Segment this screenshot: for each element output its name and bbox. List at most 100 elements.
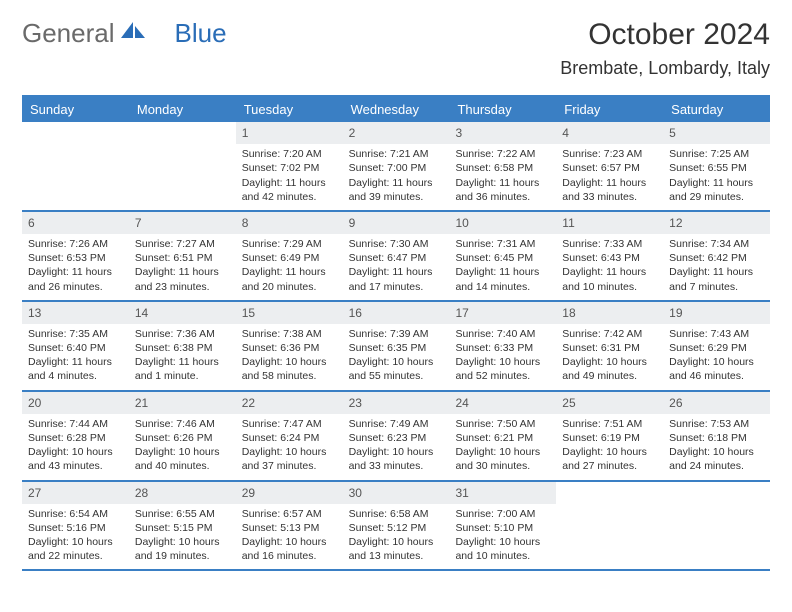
day-number: 22 xyxy=(236,392,343,414)
cell-body: Sunrise: 7:36 AMSunset: 6:38 PMDaylight:… xyxy=(129,324,236,390)
sunset-text: Sunset: 6:53 PM xyxy=(28,251,123,265)
calendar-cell: 12Sunrise: 7:34 AMSunset: 6:42 PMDayligh… xyxy=(663,212,770,300)
daylight-text: Daylight: 11 hours and 14 minutes. xyxy=(455,265,550,293)
calendar-cell: 19Sunrise: 7:43 AMSunset: 6:29 PMDayligh… xyxy=(663,302,770,390)
sunrise-text: Sunrise: 7:25 AM xyxy=(669,147,764,161)
calendar-cell: 7Sunrise: 7:27 AMSunset: 6:51 PMDaylight… xyxy=(129,212,236,300)
calendar-cell: 5Sunrise: 7:25 AMSunset: 6:55 PMDaylight… xyxy=(663,122,770,210)
weeks-container: ....1Sunrise: 7:20 AMSunset: 7:02 PMDayl… xyxy=(22,122,770,571)
cell-body: Sunrise: 7:49 AMSunset: 6:23 PMDaylight:… xyxy=(343,414,450,480)
sunset-text: Sunset: 5:12 PM xyxy=(349,521,444,535)
calendar-cell: 13Sunrise: 7:35 AMSunset: 6:40 PMDayligh… xyxy=(22,302,129,390)
sunrise-text: Sunrise: 7:00 AM xyxy=(455,507,550,521)
sunrise-text: Sunrise: 7:27 AM xyxy=(135,237,230,251)
sunset-text: Sunset: 6:28 PM xyxy=(28,431,123,445)
daylight-text: Daylight: 10 hours and 19 minutes. xyxy=(135,535,230,563)
daylight-text: Daylight: 11 hours and 17 minutes. xyxy=(349,265,444,293)
sunset-text: Sunset: 6:21 PM xyxy=(455,431,550,445)
sunset-text: Sunset: 6:57 PM xyxy=(562,161,657,175)
calendar-cell: 29Sunrise: 6:57 AMSunset: 5:13 PMDayligh… xyxy=(236,482,343,570)
sunrise-text: Sunrise: 6:55 AM xyxy=(135,507,230,521)
week-row: 20Sunrise: 7:44 AMSunset: 6:28 PMDayligh… xyxy=(22,392,770,482)
sunrise-text: Sunrise: 7:31 AM xyxy=(455,237,550,251)
sunset-text: Sunset: 6:29 PM xyxy=(669,341,764,355)
title-block: October 2024 Brembate, Lombardy, Italy xyxy=(560,18,770,79)
day-number: 2 xyxy=(343,122,450,144)
calendar-cell: 10Sunrise: 7:31 AMSunset: 6:45 PMDayligh… xyxy=(449,212,556,300)
calendar-cell: .. xyxy=(556,482,663,570)
sunrise-text: Sunrise: 7:50 AM xyxy=(455,417,550,431)
sunrise-text: Sunrise: 7:47 AM xyxy=(242,417,337,431)
calendar-cell: 16Sunrise: 7:39 AMSunset: 6:35 PMDayligh… xyxy=(343,302,450,390)
sunset-text: Sunset: 6:18 PM xyxy=(669,431,764,445)
daylight-text: Daylight: 10 hours and 13 minutes. xyxy=(349,535,444,563)
sail-icon xyxy=(119,18,147,49)
day-number: 4 xyxy=(556,122,663,144)
sunset-text: Sunset: 6:33 PM xyxy=(455,341,550,355)
cell-body: Sunrise: 7:43 AMSunset: 6:29 PMDaylight:… xyxy=(663,324,770,390)
calendar: Sunday Monday Tuesday Wednesday Thursday… xyxy=(22,95,770,571)
sunrise-text: Sunrise: 6:54 AM xyxy=(28,507,123,521)
daylight-text: Daylight: 10 hours and 10 minutes. xyxy=(455,535,550,563)
sunrise-text: Sunrise: 7:34 AM xyxy=(669,237,764,251)
daylight-text: Daylight: 10 hours and 49 minutes. xyxy=(562,355,657,383)
daylight-text: Daylight: 10 hours and 16 minutes. xyxy=(242,535,337,563)
calendar-cell: 4Sunrise: 7:23 AMSunset: 6:57 PMDaylight… xyxy=(556,122,663,210)
sunset-text: Sunset: 6:19 PM xyxy=(562,431,657,445)
cell-body: Sunrise: 7:38 AMSunset: 6:36 PMDaylight:… xyxy=(236,324,343,390)
sunrise-text: Sunrise: 7:43 AM xyxy=(669,327,764,341)
calendar-cell: 25Sunrise: 7:51 AMSunset: 6:19 PMDayligh… xyxy=(556,392,663,480)
cell-body: Sunrise: 7:00 AMSunset: 5:10 PMDaylight:… xyxy=(449,504,556,570)
sunset-text: Sunset: 6:47 PM xyxy=(349,251,444,265)
cell-body: Sunrise: 7:46 AMSunset: 6:26 PMDaylight:… xyxy=(129,414,236,480)
sunset-text: Sunset: 6:38 PM xyxy=(135,341,230,355)
calendar-cell: 6Sunrise: 7:26 AMSunset: 6:53 PMDaylight… xyxy=(22,212,129,300)
sunrise-text: Sunrise: 7:39 AM xyxy=(349,327,444,341)
daylight-text: Daylight: 10 hours and 55 minutes. xyxy=(349,355,444,383)
cell-body: Sunrise: 7:40 AMSunset: 6:33 PMDaylight:… xyxy=(449,324,556,390)
calendar-cell: 24Sunrise: 7:50 AMSunset: 6:21 PMDayligh… xyxy=(449,392,556,480)
calendar-cell: 26Sunrise: 7:53 AMSunset: 6:18 PMDayligh… xyxy=(663,392,770,480)
day-number: 8 xyxy=(236,212,343,234)
sunset-text: Sunset: 6:45 PM xyxy=(455,251,550,265)
daylight-text: Daylight: 10 hours and 33 minutes. xyxy=(349,445,444,473)
day-number: 7 xyxy=(129,212,236,234)
sunrise-text: Sunrise: 6:58 AM xyxy=(349,507,444,521)
cell-body: Sunrise: 7:35 AMSunset: 6:40 PMDaylight:… xyxy=(22,324,129,390)
sunrise-text: Sunrise: 7:26 AM xyxy=(28,237,123,251)
sunrise-text: Sunrise: 7:36 AM xyxy=(135,327,230,341)
calendar-cell: 28Sunrise: 6:55 AMSunset: 5:15 PMDayligh… xyxy=(129,482,236,570)
cell-body: Sunrise: 6:54 AMSunset: 5:16 PMDaylight:… xyxy=(22,504,129,570)
cell-body: Sunrise: 7:20 AMSunset: 7:02 PMDaylight:… xyxy=(236,144,343,210)
sunset-text: Sunset: 6:35 PM xyxy=(349,341,444,355)
calendar-cell: 21Sunrise: 7:46 AMSunset: 6:26 PMDayligh… xyxy=(129,392,236,480)
calendar-cell: .. xyxy=(129,122,236,210)
cell-body: Sunrise: 7:21 AMSunset: 7:00 PMDaylight:… xyxy=(343,144,450,210)
sunset-text: Sunset: 6:49 PM xyxy=(242,251,337,265)
cell-body: Sunrise: 7:34 AMSunset: 6:42 PMDaylight:… xyxy=(663,234,770,300)
sunset-text: Sunset: 6:55 PM xyxy=(669,161,764,175)
day-number: 20 xyxy=(22,392,129,414)
sunset-text: Sunset: 5:10 PM xyxy=(455,521,550,535)
cell-body: Sunrise: 6:57 AMSunset: 5:13 PMDaylight:… xyxy=(236,504,343,570)
sunrise-text: Sunrise: 7:46 AM xyxy=(135,417,230,431)
day-of-week-row: Sunday Monday Tuesday Wednesday Thursday… xyxy=(22,97,770,122)
dow-thursday: Thursday xyxy=(449,97,556,122)
day-number: 30 xyxy=(343,482,450,504)
cell-body: Sunrise: 7:47 AMSunset: 6:24 PMDaylight:… xyxy=(236,414,343,480)
dow-monday: Monday xyxy=(129,97,236,122)
daylight-text: Daylight: 11 hours and 39 minutes. xyxy=(349,176,444,204)
calendar-cell: 30 Sunrise: 6:58 AMSunset: 5:12 PMDayligh… xyxy=(343,482,450,570)
cell-body: Sunrise: 7:27 AMSunset: 6:51 PMDaylight:… xyxy=(129,234,236,300)
daylight-text: Daylight: 11 hours and 4 minutes. xyxy=(28,355,123,383)
logo: General Blue xyxy=(22,18,227,49)
cell-body: Sunrise: 7:25 AMSunset: 6:55 PMDaylight:… xyxy=(663,144,770,210)
cell-body: Sunrise: 7:44 AMSunset: 6:28 PMDaylight:… xyxy=(22,414,129,480)
sunrise-text: Sunrise: 7:49 AM xyxy=(349,417,444,431)
cell-body: Sunrise: 7:33 AMSunset: 6:43 PMDaylight:… xyxy=(556,234,663,300)
sunset-text: Sunset: 6:42 PM xyxy=(669,251,764,265)
calendar-cell: 20Sunrise: 7:44 AMSunset: 6:28 PMDayligh… xyxy=(22,392,129,480)
sunrise-text: Sunrise: 7:23 AM xyxy=(562,147,657,161)
sunset-text: Sunset: 5:16 PM xyxy=(28,521,123,535)
sunset-text: Sunset: 5:13 PM xyxy=(242,521,337,535)
